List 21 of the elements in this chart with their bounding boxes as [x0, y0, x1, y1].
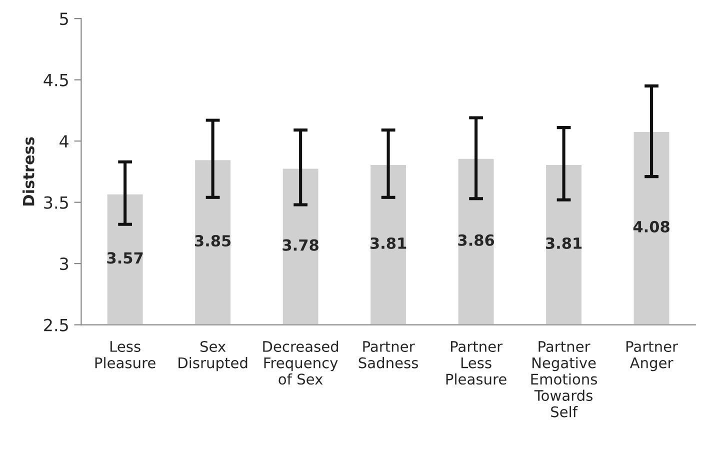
- x-tick-label: Partner Less Pleasure: [446, 341, 506, 385]
- data-label: 3.78: [282, 239, 318, 251]
- x-tick-label: Decreased Frequency of Sex: [263, 340, 338, 385]
- data-label: 3.81: [370, 237, 406, 249]
- y-tick-label: 3.5: [44, 196, 68, 209]
- data-label: 3.85: [194, 234, 231, 247]
- y-tick-label: 2.5: [44, 318, 68, 332]
- x-tick-label: Partner Negative Emotions Towards Self: [531, 341, 598, 418]
- data-label: 3.86: [458, 234, 494, 246]
- y-tick-label: 5: [60, 12, 68, 26]
- x-tick-label: Partner Sadness: [358, 341, 418, 368]
- x-tick-label: Partner Anger: [626, 341, 678, 372]
- y-axis-title: Distress: [22, 137, 34, 206]
- y-tick-label: 4: [60, 135, 68, 148]
- x-tick-label: Less Pleasure: [95, 341, 156, 368]
- y-tick-label: 4.5: [44, 74, 68, 86]
- x-tick-label: Sex Disrupted: [178, 340, 248, 372]
- data-label: 3.81: [546, 237, 582, 249]
- y-tick-label: 3: [60, 258, 68, 270]
- data-label: 4.08: [633, 220, 670, 232]
- data-label: 3.57: [107, 252, 143, 264]
